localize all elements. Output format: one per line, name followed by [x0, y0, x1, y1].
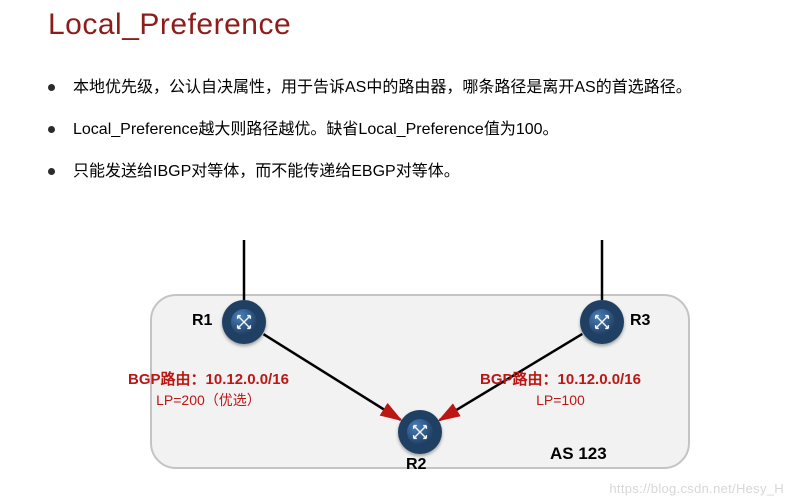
bullet-dot-icon	[48, 168, 55, 175]
router-r3-icon	[580, 300, 624, 344]
watermark-text: https://blog.csdn.net/Hesy_H	[609, 481, 784, 496]
edge-label-left-sub: LP=200（优选）	[128, 390, 289, 410]
bullet-dot-icon	[48, 126, 55, 133]
bullet-dot-icon	[48, 84, 55, 91]
as-label: AS 123	[550, 444, 607, 464]
edge-label-right-sub: LP=100	[480, 390, 641, 410]
router-r3-label: R3	[630, 312, 650, 330]
router-r1-label: R1	[192, 312, 212, 330]
edge-label-left: BGP路由：10.12.0.0/16 LP=200（优选）	[128, 370, 289, 410]
bullet-text: Local_Preference越大则路径越优。缺省Local_Preferen…	[73, 116, 559, 144]
page-title: Local_Preference	[48, 8, 291, 42]
bullet-list: 本地优先级，公认自决属性，用于告诉AS中的路由器，哪条路径是离开AS的首选路径。…	[48, 74, 748, 200]
edge-label-right-title: BGP路由：10.12.0.0/16	[480, 370, 641, 390]
bullet-text: 只能发送给IBGP对等体，而不能传递给EBGP对等体。	[73, 158, 460, 186]
edge-label-right: BGP路由：10.12.0.0/16 LP=100	[480, 370, 641, 410]
router-r2-icon	[398, 410, 442, 454]
bullet-item: 只能发送给IBGP对等体，而不能传递给EBGP对等体。	[48, 158, 748, 186]
edge-label-left-title: BGP路由：10.12.0.0/16	[128, 370, 289, 390]
router-r1-icon	[222, 300, 266, 344]
bullet-item: 本地优先级，公认自决属性，用于告诉AS中的路由器，哪条路径是离开AS的首选路径。	[48, 74, 748, 102]
bullet-item: Local_Preference越大则路径越优。缺省Local_Preferen…	[48, 116, 748, 144]
network-diagram: R1 R2 R3 BGP路由：10.12.0.0/16 LP=200（优选） B…	[150, 240, 690, 480]
router-r2-label: R2	[406, 456, 426, 474]
bullet-text: 本地优先级，公认自决属性，用于告诉AS中的路由器，哪条路径是离开AS的首选路径。	[73, 74, 692, 102]
